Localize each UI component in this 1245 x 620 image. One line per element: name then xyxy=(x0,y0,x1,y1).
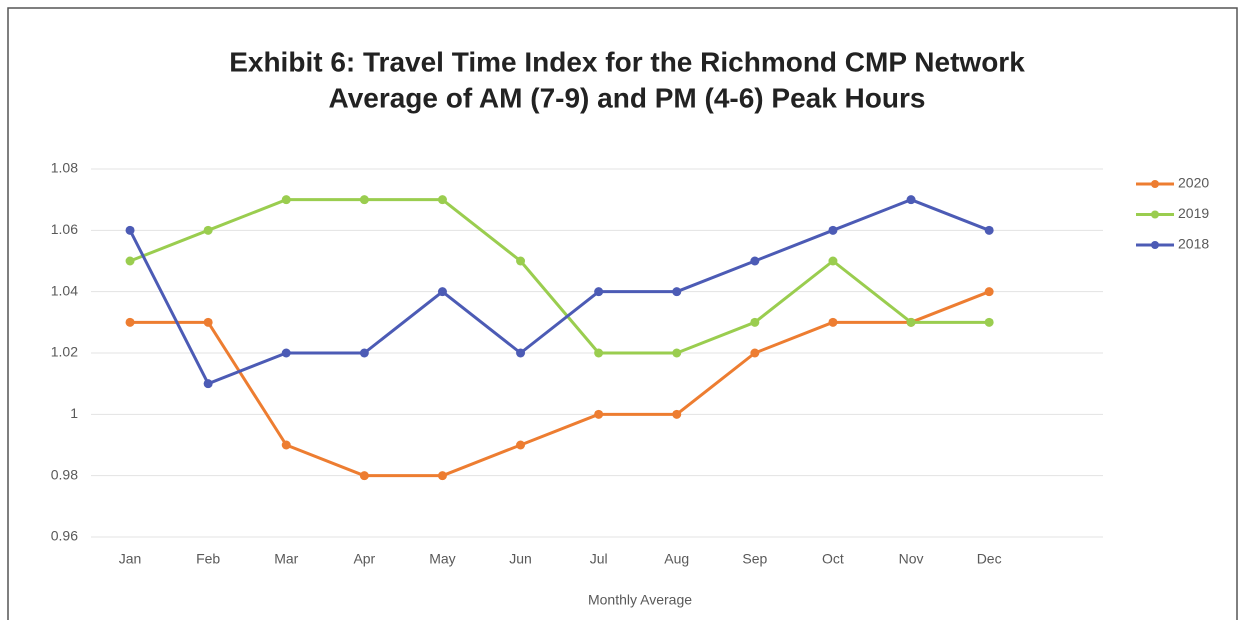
data-point xyxy=(828,317,838,327)
legend-marker xyxy=(1151,210,1159,219)
data-point xyxy=(281,348,291,358)
y-tick-label: 0.98 xyxy=(51,466,78,482)
data-point xyxy=(516,256,526,266)
data-point xyxy=(203,317,213,327)
y-tick-label: 1.08 xyxy=(51,160,78,176)
legend-marker xyxy=(1151,180,1159,188)
data-point xyxy=(359,348,369,358)
legend-label: 2020 xyxy=(1178,175,1209,191)
data-point xyxy=(437,471,447,481)
legend-marker xyxy=(1151,241,1159,249)
data-point xyxy=(281,195,291,205)
data-point xyxy=(359,195,369,205)
x-tick-label: Dec xyxy=(977,551,1002,567)
data-point xyxy=(125,225,135,235)
data-point xyxy=(594,287,604,297)
y-tick-label: 0.96 xyxy=(51,528,78,544)
data-point xyxy=(203,225,213,235)
x-tick-label: Mar xyxy=(274,551,298,567)
data-point xyxy=(437,287,447,297)
chart-title: Exhibit 6: Travel Time Index for the Ric… xyxy=(229,46,1025,77)
data-point xyxy=(125,317,135,327)
data-point xyxy=(437,195,447,205)
data-point xyxy=(828,225,838,235)
x-tick-label: May xyxy=(429,551,455,567)
data-point xyxy=(984,317,994,327)
data-point xyxy=(359,471,369,481)
data-point xyxy=(594,409,604,419)
data-point xyxy=(203,379,213,389)
frame xyxy=(7,7,1238,620)
data-point xyxy=(672,287,682,297)
series-line xyxy=(130,290,990,478)
x-tick-label: Oct xyxy=(822,551,844,567)
legend-label: 2018 xyxy=(1178,236,1209,252)
legend-label: 2019 xyxy=(1178,205,1209,221)
x-tick-label: Jan xyxy=(119,551,142,567)
y-tick-label: 1.06 xyxy=(51,221,78,237)
data-point xyxy=(906,195,916,205)
data-point xyxy=(984,287,994,297)
x-tick-label: Jul xyxy=(590,551,608,567)
data-point xyxy=(516,348,526,358)
data-point xyxy=(750,348,760,358)
x-tick-label: Jun xyxy=(509,551,532,567)
x-tick-label: Apr xyxy=(353,551,375,567)
data-point xyxy=(281,440,291,450)
y-tick-label: 1.04 xyxy=(51,282,78,298)
data-point xyxy=(672,348,682,358)
data-point xyxy=(125,256,135,266)
data-point xyxy=(828,256,838,266)
x-axis-label: Monthly Average xyxy=(588,592,692,608)
x-tick-label: Sep xyxy=(742,551,767,567)
x-tick-label: Aug xyxy=(664,551,689,567)
data-point xyxy=(750,317,760,327)
chart-subtitle: Average of AM (7-9) and PM (4-6) Peak Ho… xyxy=(329,82,926,113)
data-point xyxy=(906,317,916,327)
data-point xyxy=(594,348,604,358)
data-point xyxy=(672,409,682,419)
series-line xyxy=(129,198,990,355)
data-point xyxy=(750,256,760,266)
x-tick-label: Feb xyxy=(196,551,220,567)
series-line xyxy=(128,198,990,386)
data-point xyxy=(516,440,526,450)
data-point xyxy=(984,225,994,235)
y-tick-label: 1.02 xyxy=(51,344,78,360)
y-tick-label: 1 xyxy=(70,405,78,421)
x-tick-label: Nov xyxy=(899,551,924,567)
